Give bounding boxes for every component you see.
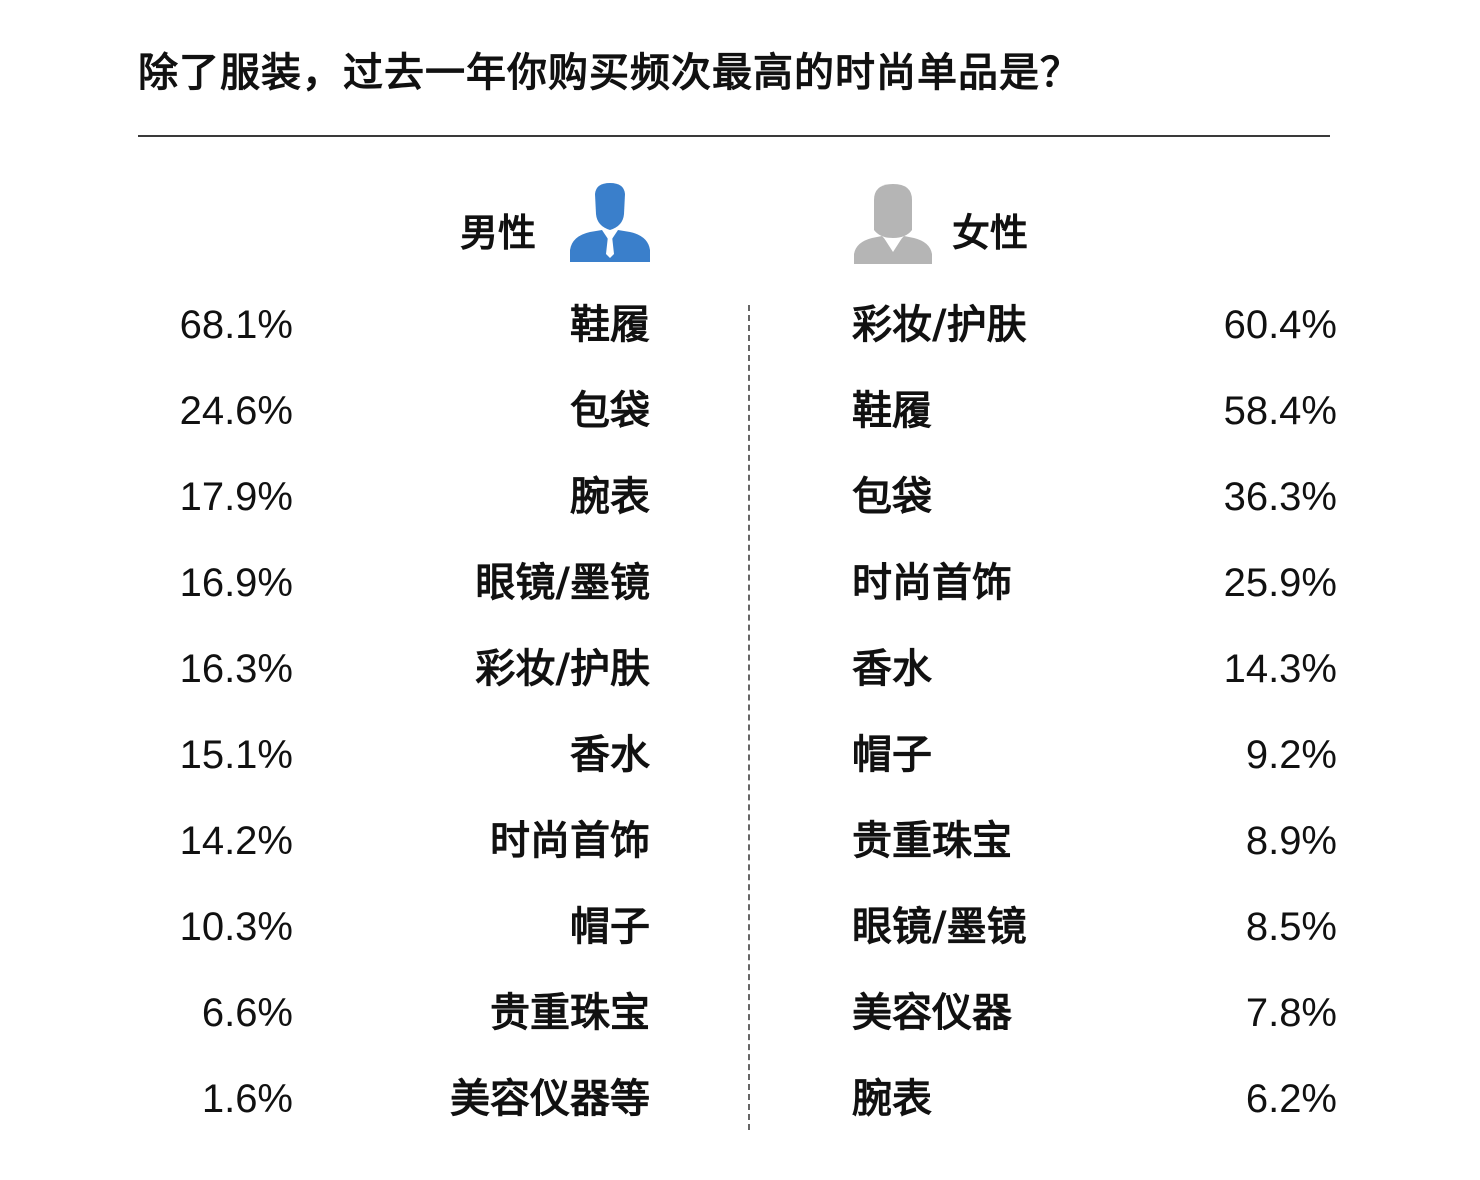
- table-row: 1.6% 美容仪器等 腕表 6.2%: [0, 1057, 1480, 1143]
- male-value: 16.9%: [179, 561, 293, 605]
- female-item-label: 腕表: [852, 1076, 932, 1122]
- table-row: 16.9% 眼镜/墨镜 时尚首饰 25.9%: [0, 541, 1480, 627]
- male-item-label: 鞋履: [570, 302, 650, 348]
- female-item-label: 帽子: [852, 732, 932, 778]
- male-person-icon: [570, 183, 650, 262]
- female-item-label: 时尚首饰: [852, 560, 1012, 606]
- female-value: 8.9%: [1245, 819, 1337, 863]
- male-item-label: 美容仪器等: [450, 1076, 650, 1122]
- table-row: 10.3% 帽子 眼镜/墨镜 8.5%: [0, 885, 1480, 971]
- male-item-label: 帽子: [570, 904, 650, 950]
- female-item-label: 香水: [852, 646, 932, 692]
- male-value: 10.3%: [179, 905, 293, 949]
- male-header-label: 男性: [460, 211, 537, 255]
- ranking-table: 68.1% 鞋履 彩妆/护肤 60.4% 24.6% 包袋 鞋履 58.4% 17.9% 腕表 包袋…: [0, 283, 1480, 1143]
- female-item-label: 包袋: [852, 474, 932, 520]
- male-item-label: 包袋: [570, 388, 650, 434]
- male-value: 14.2%: [179, 819, 293, 863]
- male-item-label: 时尚首饰: [490, 818, 650, 864]
- male-item-label: 香水: [570, 732, 650, 778]
- male-item-label: 腕表: [570, 474, 650, 520]
- male-value: 6.6%: [201, 991, 293, 1035]
- male-value: 68.1%: [179, 303, 293, 347]
- male-value: 15.1%: [179, 733, 293, 777]
- female-item-label: 鞋履: [852, 388, 932, 434]
- female-person-icon: [854, 184, 932, 264]
- female-header-label: 女性: [952, 211, 1029, 255]
- female-item-label: 贵重珠宝: [852, 818, 1012, 864]
- male-value: 16.3%: [179, 647, 293, 691]
- male-value: 24.6%: [179, 389, 293, 433]
- table-row: 68.1% 鞋履 彩妆/护肤 60.4%: [0, 283, 1480, 369]
- center-dashed-divider: [748, 305, 750, 1130]
- table-row: 14.2% 时尚首饰 贵重珠宝 8.9%: [0, 799, 1480, 885]
- female-item-label: 美容仪器: [852, 990, 1012, 1036]
- female-value: 8.5%: [1245, 905, 1337, 949]
- female-value: 36.3%: [1223, 475, 1337, 519]
- female-value: 25.9%: [1223, 561, 1337, 605]
- female-value: 60.4%: [1223, 303, 1337, 347]
- female-value: 58.4%: [1223, 389, 1337, 433]
- female-item-label: 眼镜/墨镜: [852, 904, 1027, 950]
- female-value: 9.2%: [1245, 733, 1337, 777]
- table-row: 6.6% 贵重珠宝 美容仪器 7.8%: [0, 971, 1480, 1057]
- female-value: 7.8%: [1245, 991, 1337, 1035]
- table-row: 17.9% 腕表 包袋 36.3%: [0, 455, 1480, 541]
- male-item-label: 眼镜/墨镜: [475, 560, 650, 606]
- female-item-label: 彩妆/护肤: [852, 302, 1027, 348]
- table-row: 15.1% 香水 帽子 9.2%: [0, 713, 1480, 799]
- male-item-label: 彩妆/护肤: [475, 646, 650, 692]
- table-row: 24.6% 包袋 鞋履 58.4%: [0, 369, 1480, 455]
- chart-title: 除了服装，过去一年你购买频次最高的时尚单品是？: [138, 50, 1081, 96]
- title-divider: [138, 135, 1330, 137]
- male-value: 1.6%: [201, 1077, 293, 1121]
- table-row: 16.3% 彩妆/护肤 香水 14.3%: [0, 627, 1480, 713]
- female-value: 6.2%: [1245, 1077, 1337, 1121]
- male-value: 17.9%: [179, 475, 293, 519]
- male-item-label: 贵重珠宝: [490, 990, 650, 1036]
- female-value: 14.3%: [1223, 647, 1337, 691]
